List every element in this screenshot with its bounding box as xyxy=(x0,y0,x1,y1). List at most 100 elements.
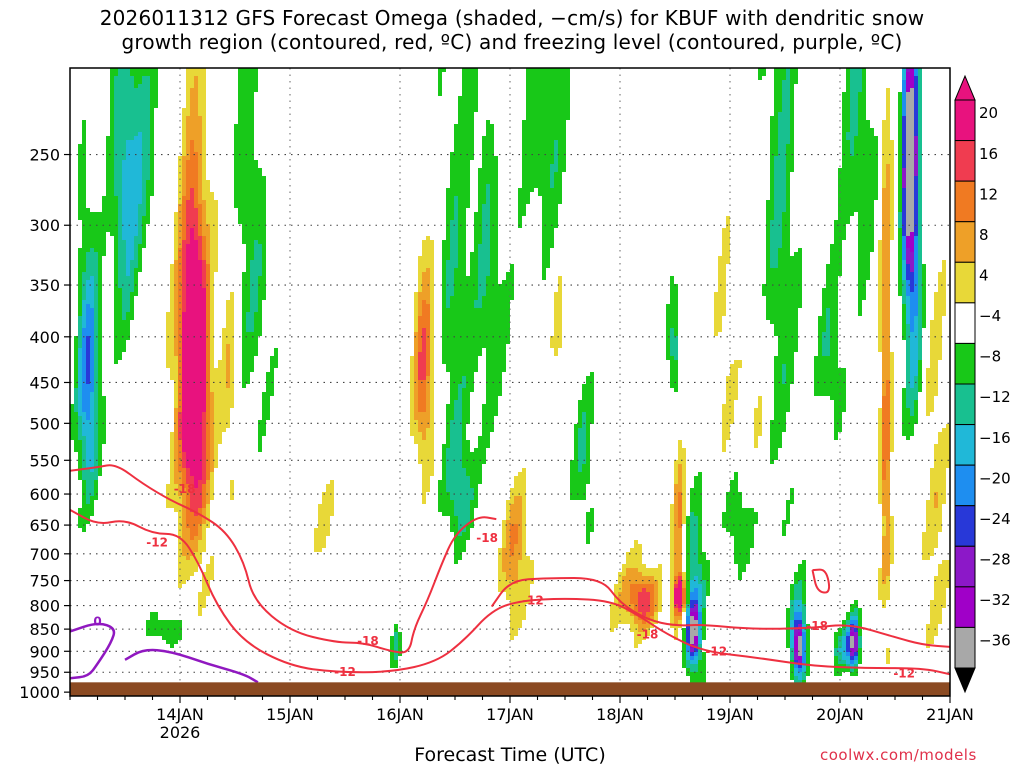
heat-cell xyxy=(182,356,206,360)
heat-cell xyxy=(186,100,190,104)
heat-cell xyxy=(202,412,206,416)
heat-cell xyxy=(110,92,114,96)
heat-cell xyxy=(518,536,522,540)
heat-cell xyxy=(934,580,950,584)
heat-cell xyxy=(698,616,702,620)
heat-cell xyxy=(190,508,198,512)
heat-cell xyxy=(906,368,910,372)
heat-cell xyxy=(674,512,678,516)
heat-cell xyxy=(186,260,202,264)
heat-cell xyxy=(206,340,210,344)
heat-cell xyxy=(882,260,890,264)
heat-cell xyxy=(774,200,786,204)
heat-cell xyxy=(906,156,914,160)
heat-cell xyxy=(682,464,686,468)
heat-cell xyxy=(650,608,654,612)
heat-cell xyxy=(130,304,134,308)
heat-cell xyxy=(694,604,698,608)
heat-cell xyxy=(414,328,418,332)
heat-cell xyxy=(178,572,194,576)
heat-cell xyxy=(902,184,906,188)
heat-cell xyxy=(90,404,94,408)
heat-cell xyxy=(690,636,694,640)
heat-cell xyxy=(882,220,890,224)
x-tick-label: 19JAN xyxy=(706,705,754,724)
heat-cell xyxy=(198,252,202,256)
heat-cell xyxy=(690,632,698,636)
heat-cell xyxy=(582,416,586,420)
heat-cell xyxy=(734,536,754,540)
heat-cell xyxy=(210,256,218,260)
heat-cell xyxy=(422,348,426,352)
heat-cell xyxy=(98,264,102,268)
heat-cell xyxy=(186,176,198,180)
heat-cell xyxy=(918,220,922,224)
heat-cell xyxy=(834,660,838,664)
heat-cell xyxy=(90,352,94,356)
heat-cell xyxy=(902,176,906,180)
heat-cell xyxy=(882,428,890,432)
heat-cell xyxy=(242,240,254,244)
heat-cell xyxy=(914,280,918,284)
heat-cell xyxy=(122,168,142,172)
heat-cell xyxy=(498,548,502,552)
heat-cell xyxy=(110,120,114,124)
heat-cell xyxy=(670,564,674,568)
heat-cell xyxy=(674,472,678,476)
heat-cell xyxy=(182,268,186,272)
heat-cell xyxy=(186,140,190,144)
heat-cell xyxy=(898,108,902,112)
heat-cell xyxy=(178,432,182,436)
heat-cell xyxy=(890,416,894,420)
heat-cell xyxy=(942,428,950,432)
heat-cell xyxy=(830,308,838,312)
heat-cell xyxy=(918,388,922,392)
heat-cell xyxy=(886,472,890,476)
heat-cell xyxy=(806,652,810,656)
heat-cell xyxy=(858,312,862,316)
heat-cell xyxy=(902,96,906,100)
heat-cell xyxy=(574,444,578,448)
heat-cell xyxy=(206,412,210,416)
heat-cell xyxy=(178,376,182,380)
heat-cell xyxy=(902,128,906,132)
heat-cell xyxy=(614,588,622,592)
heat-cell xyxy=(882,576,886,580)
heat-cell xyxy=(118,68,130,72)
heat-cell xyxy=(78,464,82,468)
heat-cell xyxy=(882,224,890,228)
heat-cell xyxy=(446,204,454,208)
heat-cell xyxy=(858,128,874,132)
heat-cell xyxy=(106,168,114,172)
heat-cell xyxy=(182,408,206,412)
heat-cell xyxy=(178,468,186,472)
heat-cell xyxy=(422,484,430,488)
heat-cell xyxy=(78,416,82,420)
heat-cell xyxy=(918,200,922,204)
heat-cell xyxy=(890,552,894,556)
heat-cell xyxy=(514,484,526,488)
heat-cell xyxy=(858,620,862,624)
heat-cell xyxy=(150,132,154,136)
heat-cell xyxy=(654,600,658,604)
heat-cell xyxy=(890,232,894,236)
heat-cell xyxy=(890,528,894,532)
heat-cell xyxy=(186,272,202,276)
heat-cell xyxy=(702,588,706,592)
heat-cell xyxy=(318,512,334,516)
heat-cell xyxy=(126,248,134,252)
heat-cell xyxy=(878,576,882,580)
heat-cell xyxy=(622,580,658,584)
heat-cell xyxy=(202,508,206,512)
heat-cell xyxy=(210,304,214,308)
heat-cell xyxy=(86,360,90,364)
heat-cell xyxy=(498,580,514,584)
heat-cell xyxy=(262,400,270,404)
heat-cell xyxy=(850,116,858,120)
heat-cell xyxy=(206,312,210,316)
heat-cell xyxy=(790,600,794,604)
heat-cell xyxy=(206,288,210,292)
heat-cell xyxy=(694,484,702,488)
heat-cell xyxy=(262,408,270,412)
heat-cell xyxy=(86,280,94,284)
